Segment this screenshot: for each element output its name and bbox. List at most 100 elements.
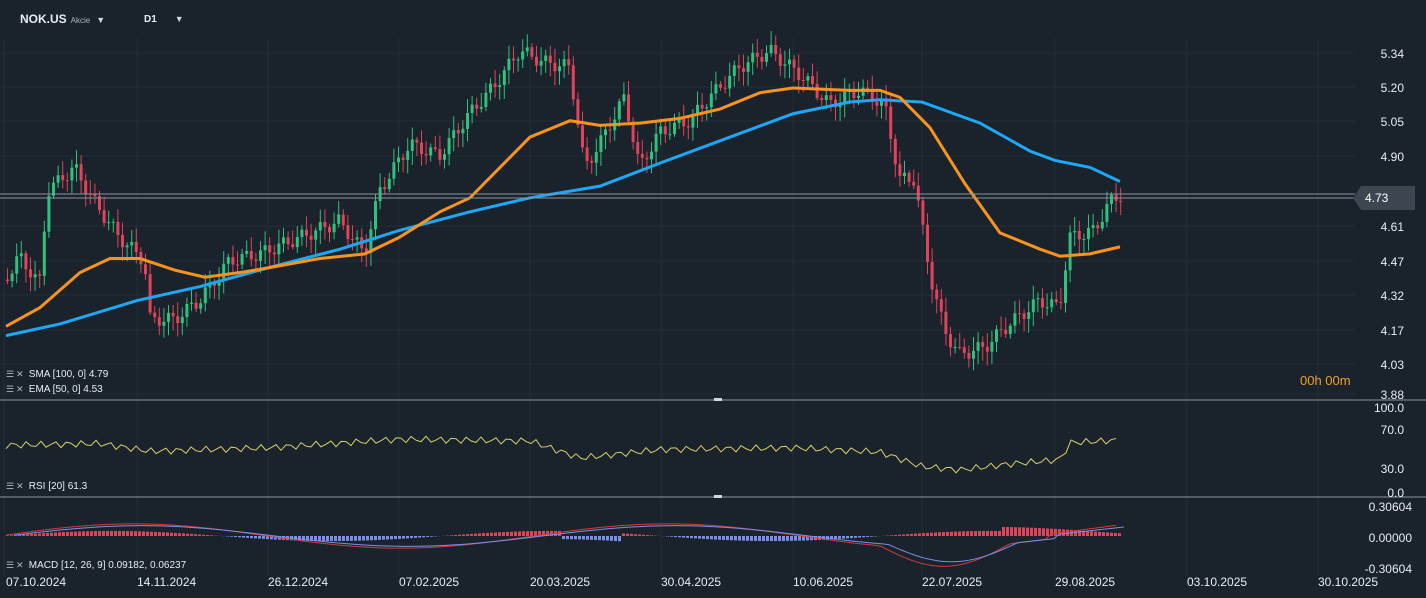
macd-histogram-bar [954,531,957,536]
candle-body [162,321,166,326]
macd-histogram-bar [758,536,761,541]
candle-body [760,56,764,62]
macd-histogram-bar [270,536,273,540]
candle-body [1045,307,1049,309]
close-icon[interactable]: ✕ [16,369,24,379]
macd-histogram-bar [186,533,189,536]
candle-body [1031,299,1035,313]
macd-histogram-bar [818,536,821,540]
candle-body [539,60,543,66]
hamburger-icon[interactable]: ☰ [6,560,15,570]
macd-histogram-bar [134,531,137,536]
close-icon[interactable]: ✕ [16,560,24,570]
candle-body [355,237,359,240]
macd-histogram-bar [710,536,713,540]
macd-histogram-bar [774,536,777,542]
candle-body [222,263,226,280]
candle-body [466,113,469,129]
candle-body [337,214,341,224]
macd-histogram-bar [910,533,913,536]
macd-legend[interactable]: ☰ ✕ MACD [12, 26, 9] 0.09182, 0.06237 [6,560,186,571]
macd-histogram-bar [146,531,149,536]
macd-histogram-bar [358,536,361,541]
macd-histogram-bar [786,536,789,541]
rsi-tick: 70.0 [1380,423,1404,437]
macd-tick: 0.30604 [1368,500,1412,514]
candle-body [1077,230,1081,240]
candle-body [116,221,120,235]
symbol-selector[interactable]: NOK.US Akcie ▼ [20,12,105,26]
macd-histogram-bar [942,532,945,536]
candle-body [167,312,170,322]
candle-body [981,342,985,347]
macd-histogram-bar [78,531,81,536]
macd-histogram-bar [510,531,513,536]
macd-histogram-bar [990,530,993,536]
macd-histogram-bar [1042,528,1045,536]
macd-histogram-bar [198,534,201,536]
candle-body [1119,200,1123,202]
hamburger-icon[interactable]: ☰ [6,481,15,491]
close-icon[interactable]: ✕ [16,481,24,491]
sma-label: SMA [100, 0] [28,369,87,380]
macd-histogram-bar [394,536,397,540]
macd-histogram-bar [66,531,69,536]
macd-histogram-bar [1054,528,1057,536]
date-tick: 26.12.2024 [268,575,329,589]
hamburger-icon[interactable]: ☰ [6,369,15,379]
macd-histogram-bar [898,534,901,536]
macd-histogram-bar [422,536,425,538]
macd-histogram-bar [138,531,141,536]
close-icon[interactable]: ✕ [16,384,24,394]
candle-body [199,303,203,309]
macd-histogram-bar [958,531,961,536]
candle-body [19,253,23,257]
macd-histogram-bar [38,533,41,536]
candle-body [401,157,405,160]
macd-histogram-bar [690,536,693,539]
candle-body [857,95,860,99]
candle-body [351,239,354,241]
candle-body [144,264,147,275]
candle-body [70,167,74,181]
candle-body [893,138,897,165]
macd-histogram-bar [1106,532,1109,536]
macd-histogram-bar [406,536,409,539]
macd-histogram-bar [330,536,333,542]
candle-body [33,274,37,278]
macd-histogram-bar [938,532,941,536]
date-tick: 14.11.2024 [137,575,197,589]
candle-body [153,312,157,318]
candle-body [746,62,750,72]
candle-body [84,180,88,194]
symbol-label: NOK.US [20,12,67,26]
macd-histogram-bar [286,536,289,541]
macd-histogram-bar [638,534,641,536]
macd-histogram-bar [922,533,925,536]
candle-body [484,92,488,107]
candle-body [544,55,548,61]
macd-histogram-bar [158,532,161,536]
price-tick: 4.47 [1380,255,1404,269]
price-tick: 4.32 [1380,289,1404,303]
macd-histogram-bar [918,533,921,536]
candle-body [240,253,244,265]
candle-body [1064,270,1067,304]
hamburger-icon[interactable]: ☰ [6,384,15,394]
candle-body [1027,312,1031,319]
ema-legend[interactable]: ☰ ✕ EMA [50, 0] 4.53 [6,384,103,395]
candle-body [185,304,189,317]
date-tick: 07.02.2025 [399,575,460,589]
candle-body [1059,302,1063,304]
macd-histogram-bar [202,534,205,536]
candle-body [801,79,805,81]
candle-body [171,312,175,317]
candle-body [56,175,60,183]
price-tick: 3.88 [1380,388,1404,402]
macd-histogram-bar [566,536,569,540]
interval-selector[interactable]: D1 ▼ [144,14,184,25]
sma-legend[interactable]: ☰ ✕ SMA [100, 0] 4.79 [6,369,108,380]
instrument-type-label: Akcie [70,16,91,25]
rsi-legend[interactable]: ☰ ✕ RSI [20] 61.3 [6,481,87,492]
